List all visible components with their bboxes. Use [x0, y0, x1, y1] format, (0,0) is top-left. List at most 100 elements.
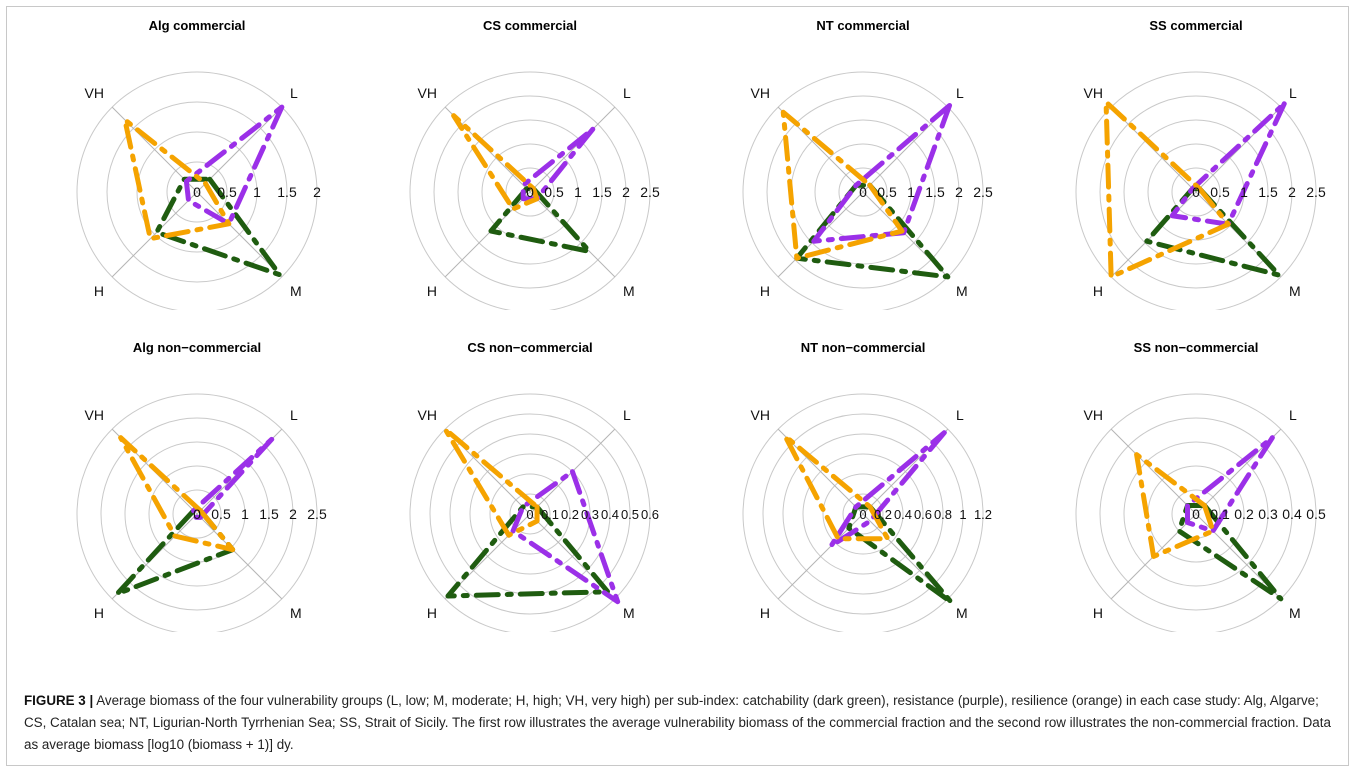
- chart-title: NT non−commercial: [800, 340, 926, 355]
- tick-label: 1.5: [1258, 184, 1278, 200]
- tick-label: 1: [253, 184, 261, 200]
- tick-label: 1.5: [259, 506, 279, 522]
- series-resistance: [828, 430, 947, 549]
- axis-label: M: [623, 605, 635, 621]
- series-resilience: [1134, 452, 1216, 559]
- tick-label: 2.5: [973, 184, 993, 200]
- tick-label: 2: [313, 184, 321, 200]
- radar-panel: CS commercial L M H VH 0 0.5 1 1.5 2 2.5: [365, 0, 695, 310]
- tick-label: 0.5: [1210, 184, 1230, 200]
- tick-label: 1: [959, 507, 966, 522]
- radar-plot: L M H VH 0 0.1 0.2 0.3 0.4 0.5 0.6: [409, 393, 659, 632]
- tick-label: 0.5: [217, 184, 237, 200]
- axis-label: M: [956, 283, 968, 299]
- grid-ring: [433, 95, 627, 289]
- figure-frame: [6, 6, 1349, 766]
- series-resilience: [122, 117, 232, 242]
- axis-label: L: [956, 407, 964, 423]
- grid-ring: [802, 453, 924, 575]
- axis-label: H: [427, 605, 437, 621]
- tick-label: 0.3: [581, 507, 599, 522]
- radar-plot: L M H VH 0 0.5 1 1.5 2 2.5: [1075, 71, 1326, 310]
- axis-spoke: [196, 513, 283, 600]
- axis-label: H: [760, 283, 770, 299]
- figure-caption: FIGURE 3 | Average biomass of the four v…: [24, 690, 1334, 756]
- tick-label: 0.1: [1210, 506, 1230, 522]
- grid-ring: [838, 167, 888, 217]
- tick-label: 2: [955, 184, 963, 200]
- tick-label: 2.5: [307, 506, 327, 522]
- tick-label: 0: [859, 507, 866, 522]
- tick-label: 0.2: [1234, 506, 1254, 522]
- grid-ring: [429, 413, 631, 615]
- axis-label: H: [427, 283, 437, 299]
- chart-title: Alg commercial: [148, 18, 246, 33]
- axis-label: VH: [418, 407, 437, 423]
- tick-label: 0.4: [894, 507, 912, 522]
- series-resilience: [780, 109, 905, 261]
- tick-label: 1.5: [277, 184, 297, 200]
- tick-label: 0.2: [874, 507, 892, 522]
- tick-label: 0: [1192, 184, 1200, 200]
- tick-label: 0: [1192, 506, 1200, 522]
- radar-panel: CS non−commercial L M H VH 0 0.1 0.2 0.3 0.4 0.5 0.…: [365, 322, 695, 632]
- tick-label: 2.5: [640, 184, 660, 200]
- axis-label: M: [290, 283, 302, 299]
- tick-label: 0.5: [877, 184, 897, 200]
- grid-ring: [409, 71, 651, 310]
- grid-ring: [742, 71, 984, 310]
- grid-ring: [76, 393, 318, 632]
- axis-spoke: [111, 191, 198, 278]
- series-catchability: [445, 504, 611, 599]
- grid-ring: [509, 493, 551, 535]
- axis-label: L: [623, 407, 631, 423]
- grid-ring: [76, 71, 318, 310]
- axis-label: L: [290, 407, 298, 423]
- axis-label: L: [1289, 407, 1297, 423]
- tick-label: 0: [193, 184, 201, 200]
- series-resistance: [510, 469, 621, 605]
- series-resistance: [183, 104, 285, 227]
- series-catchability: [846, 504, 954, 605]
- grid-ring: [1075, 71, 1317, 310]
- tick-label: 0: [526, 507, 533, 522]
- axis-label: L: [956, 85, 964, 101]
- grid-ring: [762, 413, 964, 615]
- radar-plot: L M H VH 0 0.5 1 1.5 2: [76, 71, 321, 310]
- grid-ring: [409, 393, 651, 632]
- radar-plot: L M H VH 0 0.5 1 1.5 2 2.5: [76, 393, 327, 632]
- radar-panel: NT non−commercial L M H VH 0 0.2 0.4 0.6 0.8 1 1.2: [698, 322, 1028, 632]
- axis-label: VH: [1084, 85, 1103, 101]
- grid-ring: [1099, 95, 1293, 289]
- tick-label: 0.4: [1282, 506, 1302, 522]
- chart-title: SS non−commercial: [1133, 340, 1259, 355]
- tick-label: 0.5: [1306, 506, 1326, 522]
- chart-title: CS commercial: [483, 18, 577, 33]
- axis-label: H: [1093, 283, 1103, 299]
- grid-ring: [766, 95, 960, 289]
- axis-label: M: [290, 605, 302, 621]
- series-resistance: [1169, 101, 1287, 227]
- series-catchability: [488, 186, 592, 254]
- grid-ring: [1123, 119, 1269, 265]
- axis-label: VH: [418, 85, 437, 101]
- radar-panel: SS non−commercial L M H VH 0 0.1 0.2 0.3 0.4 0.5: [1031, 322, 1357, 632]
- caption-text: Average biomass of the four vulnerabilit…: [24, 693, 1331, 752]
- grid-ring: [469, 453, 591, 575]
- tick-label: 0: [526, 184, 534, 200]
- radar-plot: L M H VH 0 0.5 1 1.5 2 2.5: [742, 71, 993, 310]
- axis-label: VH: [1084, 407, 1103, 423]
- axis-label: VH: [751, 407, 770, 423]
- tick-label: 0.5: [621, 507, 639, 522]
- axis-label: L: [623, 85, 631, 101]
- axis-spoke: [529, 106, 616, 193]
- tick-label: 1.2: [974, 507, 992, 522]
- series-resistance: [191, 436, 275, 520]
- tick-label: 0.1: [541, 507, 559, 522]
- tick-label: 0.6: [914, 507, 932, 522]
- grid-ring: [742, 393, 984, 632]
- axis-label: L: [290, 85, 298, 101]
- radar-panel: SS commercial L M H VH 0 0.5 1 1.5 2 2.5: [1031, 0, 1357, 310]
- chart-title: Alg non−commercial: [132, 340, 262, 355]
- series-resistance: [520, 126, 596, 202]
